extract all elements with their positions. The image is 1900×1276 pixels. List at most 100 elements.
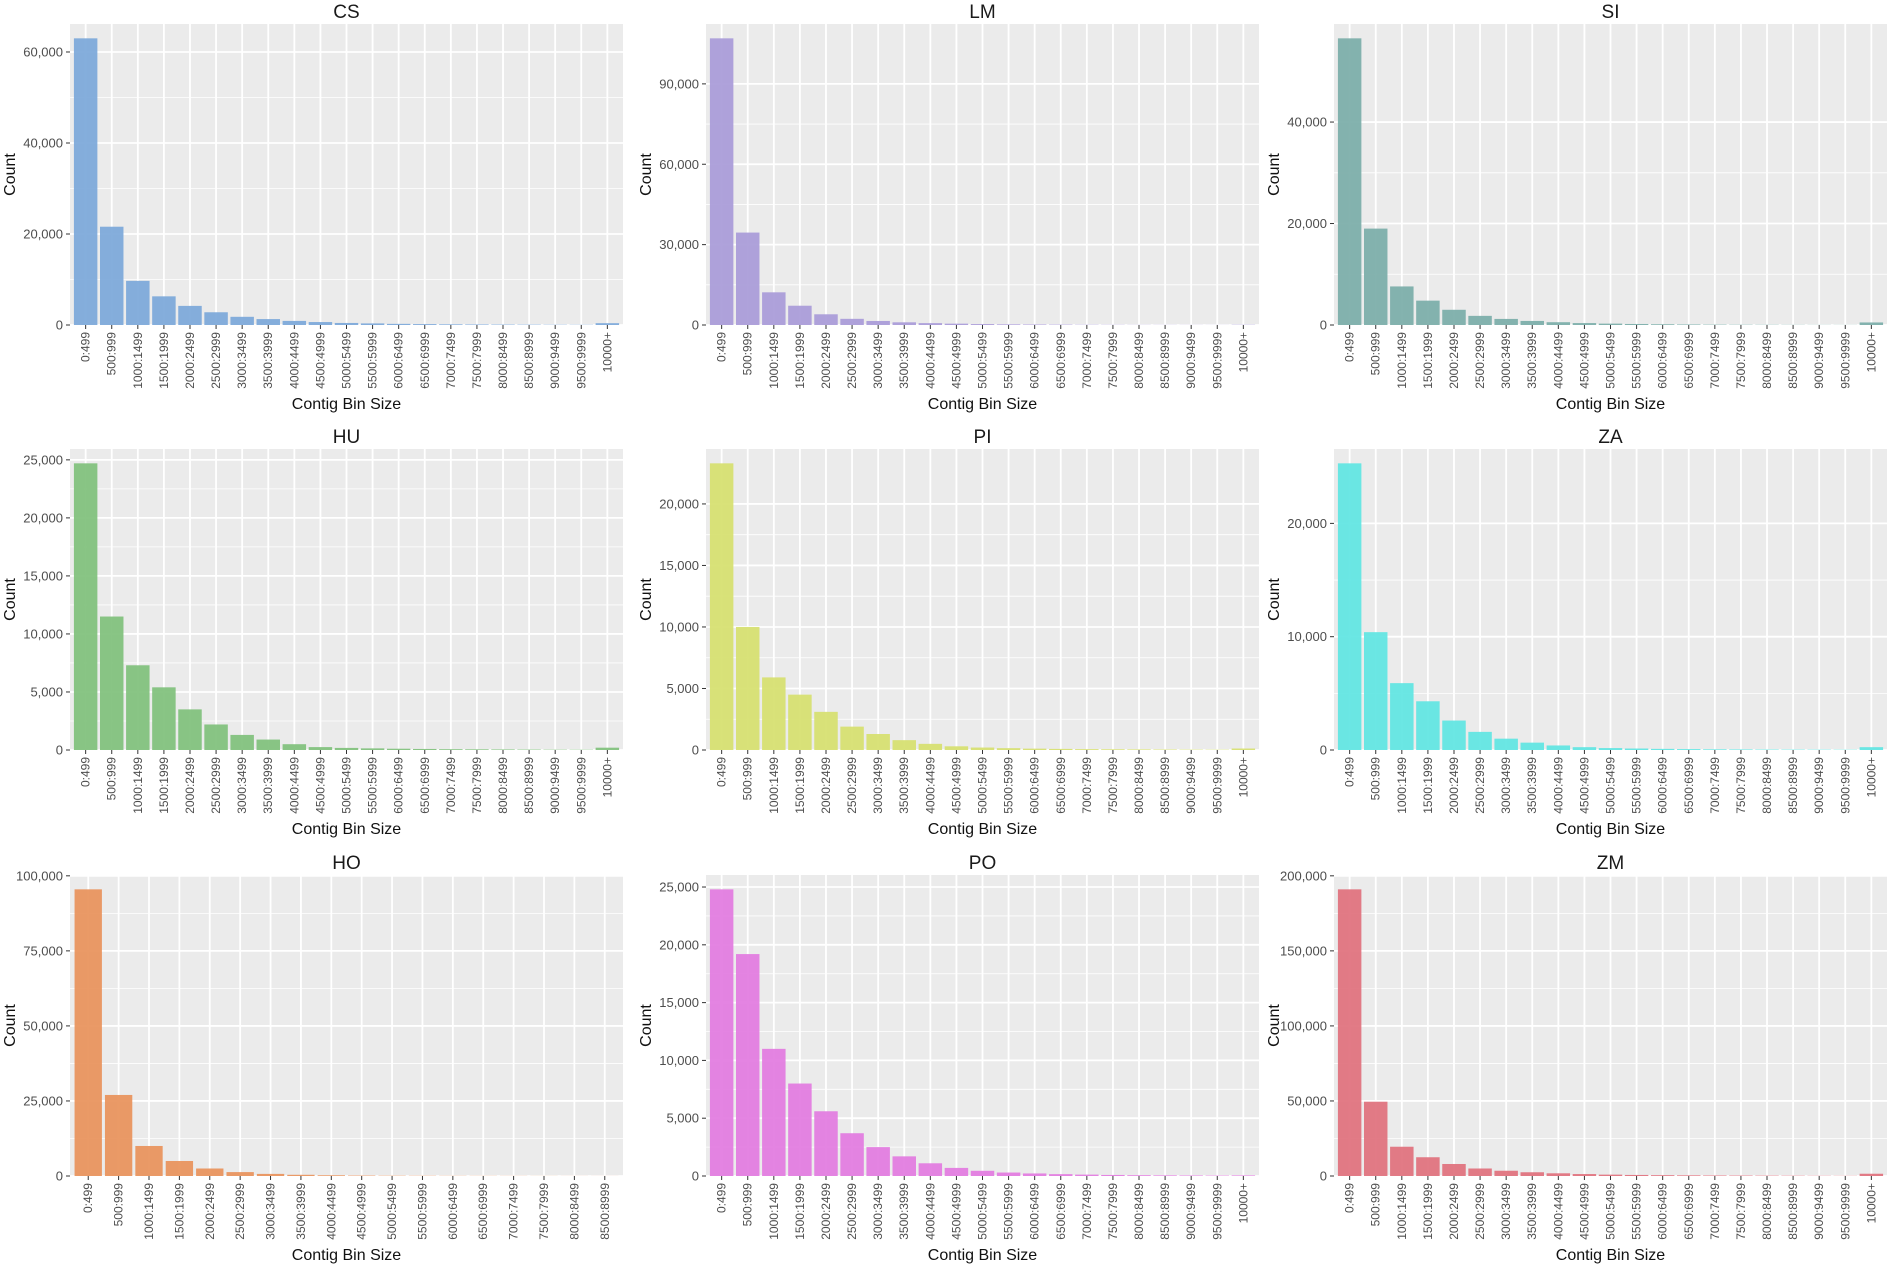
x-tick-label: 9000:9499 (1184, 1183, 1198, 1240)
bar-hu-2 (126, 665, 149, 750)
bar-hu-12 (387, 749, 410, 750)
bar-po-9 (945, 1168, 968, 1176)
bar-po-8 (919, 1163, 942, 1176)
bar-si-2 (1390, 286, 1413, 325)
x-tick-label: 1000:1499 (1395, 757, 1409, 814)
x-tick-label: 8000:8499 (1760, 332, 1774, 389)
x-tick-label: 2500:2999 (1473, 332, 1487, 389)
x-tick-label: 7500:7999 (470, 332, 484, 389)
bar-pi-9 (945, 746, 968, 750)
x-tick-label: 5500:5999 (415, 1183, 429, 1240)
x-tick-label: 9500:9999 (574, 757, 588, 814)
x-tick-label: 5000:5499 (340, 332, 354, 389)
x-tick-label: 1000:1499 (767, 1183, 781, 1240)
bar-lm-12 (1023, 324, 1046, 325)
x-tick-label: 4000:4499 (287, 757, 301, 814)
y-axis-label: Count (1266, 153, 1283, 196)
x-tick-label: 10000+ (1236, 332, 1250, 372)
x-tick-label: 8000:8499 (1132, 1183, 1146, 1240)
bar-za-14 (1703, 749, 1726, 750)
x-tick-label: 1500:1999 (1421, 757, 1435, 814)
x-tick-label: 3000:3499 (235, 332, 249, 389)
bar-hu-3 (152, 687, 175, 750)
x-tick-label: 7000:7499 (1080, 332, 1094, 389)
x-tick-label: 3000:3499 (264, 1183, 278, 1240)
x-tick-label: 7000:7499 (1708, 1183, 1722, 1240)
y-tick-label: 25,000 (23, 1093, 63, 1108)
x-tick-label: 10000+ (1236, 1183, 1250, 1223)
x-tick-label: 0:499 (1343, 1183, 1357, 1213)
bar-zm-7 (1521, 1172, 1544, 1176)
x-tick-label: 4500:4999 (313, 757, 327, 814)
bar-pi-8 (919, 744, 942, 750)
y-tick-label: 50,000 (1287, 1093, 1327, 1108)
x-tick-label: 8000:8499 (1760, 757, 1774, 814)
bar-za-11 (1625, 749, 1648, 750)
x-tick-label: 500:999 (1369, 332, 1383, 376)
x-tick-label: 4500:4999 (1577, 1183, 1591, 1240)
bar-po-6 (866, 1147, 889, 1176)
bar-si-10 (1599, 324, 1622, 325)
y-tick-label: 0 (1320, 743, 1327, 758)
x-tick-label: 9000:9499 (1184, 332, 1198, 389)
bar-si-3 (1416, 301, 1439, 325)
x-tick-label: 8000:8499 (496, 757, 510, 814)
chart-title: PI (974, 427, 992, 448)
x-tick-label: 10000+ (600, 332, 614, 372)
y-tick-label: 5,000 (30, 684, 63, 699)
bar-za-1 (1364, 632, 1387, 750)
bar-hu-7 (257, 740, 280, 750)
bar-pi-13 (1049, 749, 1072, 750)
x-tick-label: 2500:2999 (233, 1183, 247, 1240)
bar-po-12 (1023, 1173, 1046, 1176)
bar-za-0 (1338, 463, 1361, 750)
x-tick-label: 8500:8999 (1786, 1183, 1800, 1240)
bar-po-18 (1179, 1175, 1202, 1176)
x-tick-label: 3500:3999 (1525, 332, 1539, 389)
y-tick-label: 20,000 (23, 510, 63, 525)
bar-pi-16 (1127, 749, 1150, 750)
bar-po-17 (1153, 1175, 1176, 1176)
bar-lm-5 (840, 319, 863, 325)
x-tick-label: 0:499 (715, 757, 729, 787)
bar-ho-6 (257, 1174, 284, 1176)
bar-cs-13 (413, 324, 436, 325)
x-tick-label: 10000+ (1236, 757, 1250, 797)
bar-pi-6 (866, 734, 889, 750)
x-tick-label: 1500:1999 (793, 1183, 807, 1240)
x-tick-label: 4000:4499 (324, 1183, 338, 1240)
bar-cs-0 (74, 38, 97, 325)
bar-po-7 (893, 1156, 916, 1176)
y-tick-label: 30,000 (659, 237, 699, 252)
x-tick-label: 10000+ (1864, 757, 1878, 797)
x-tick-label: 2500:2999 (845, 1183, 859, 1240)
y-tick-label: 15,000 (23, 568, 63, 583)
x-tick-label: 5500:5999 (366, 332, 380, 389)
bar-za-8 (1547, 745, 1570, 750)
x-tick-label: 4000:4499 (1551, 757, 1565, 814)
bar-ho-7 (287, 1175, 314, 1176)
x-tick-label: 5000:5499 (1604, 1183, 1618, 1240)
x-tick-label: 5500:5999 (366, 757, 380, 814)
bar-hu-14 (439, 749, 462, 750)
bar-zm-12 (1651, 1175, 1674, 1176)
bar-za-5 (1468, 732, 1491, 750)
x-tick-label: 6000:6499 (1028, 757, 1042, 814)
x-tick-label: 4000:4499 (923, 1183, 937, 1240)
bar-zm-13 (1677, 1175, 1700, 1176)
bar-si-11 (1625, 324, 1648, 325)
x-tick-label: 5000:5499 (385, 1183, 399, 1240)
y-tick-label: 90,000 (659, 76, 699, 91)
bar-zm-3 (1416, 1157, 1439, 1176)
x-tick-label: 7500:7999 (1734, 757, 1748, 814)
x-tick-label: 9500:9999 (1210, 332, 1224, 389)
x-tick-label: 7000:7499 (507, 1183, 521, 1240)
x-tick-label: 2500:2999 (1473, 1183, 1487, 1240)
bar-si-5 (1468, 316, 1491, 325)
bar-za-13 (1677, 749, 1700, 750)
y-tick-label: 0 (692, 1169, 699, 1184)
x-tick-label: 3500:3999 (294, 1183, 308, 1240)
